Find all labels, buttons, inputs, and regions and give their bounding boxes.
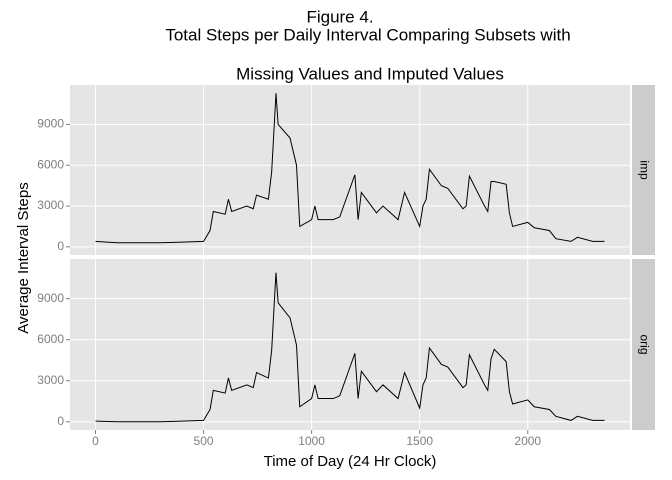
panel-background [70, 85, 630, 255]
x-tick-label: 2000 [514, 434, 541, 448]
x-tick-label: 500 [194, 434, 214, 448]
y-tick-label: 9000 [37, 117, 64, 131]
y-axis-label: Average Interval Steps [15, 182, 32, 333]
y-tick-label: 0 [57, 239, 64, 253]
facet-label: orig [637, 334, 651, 354]
y-tick-label: 6000 [37, 332, 64, 346]
y-tick-label: 0 [57, 414, 64, 428]
x-tick-label: 1000 [298, 434, 325, 448]
series-line [95, 93, 605, 244]
x-tick-label: 1500 [406, 434, 433, 448]
chart-title: Figure 4. [306, 7, 373, 26]
series-line [95, 272, 605, 423]
panel-background [70, 259, 630, 430]
facet-strip [632, 259, 655, 430]
chart-title: Total Steps per Daily Interval Comparing… [165, 25, 570, 44]
facet-label: imp [637, 160, 651, 180]
x-axis-label: Time of Day (24 Hr Clock) [264, 453, 437, 470]
facet-strip [632, 85, 655, 255]
y-tick-label: 9000 [37, 291, 64, 305]
y-tick-label: 6000 [37, 157, 64, 171]
x-tick-label: 0 [92, 434, 99, 448]
y-tick-label: 3000 [37, 373, 64, 387]
y-tick-label: 3000 [37, 198, 64, 212]
chart-title: Missing Values and Imputed Values [236, 64, 504, 83]
